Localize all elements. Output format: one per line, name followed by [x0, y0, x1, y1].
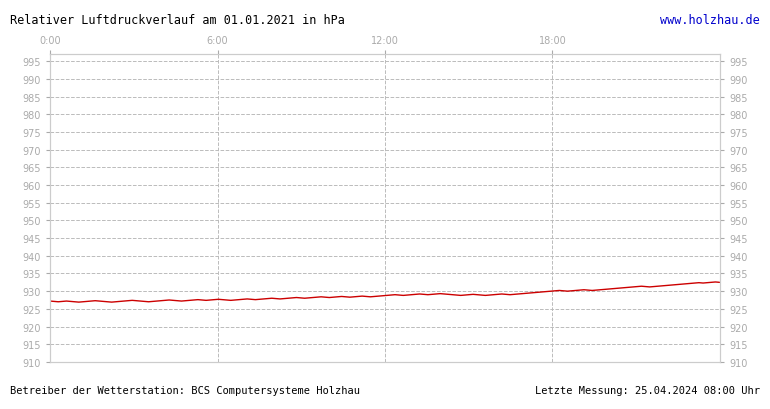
- Text: Betreiber der Wetterstation: BCS Computersysteme Holzhau: Betreiber der Wetterstation: BCS Compute…: [10, 385, 360, 395]
- Text: Relativer Luftdruckverlauf am 01.01.2021 in hPa: Relativer Luftdruckverlauf am 01.01.2021…: [10, 14, 345, 27]
- Text: www.holzhau.de: www.holzhau.de: [660, 14, 760, 27]
- Text: Letzte Messung: 25.04.2024 08:00 Uhr: Letzte Messung: 25.04.2024 08:00 Uhr: [535, 385, 760, 395]
